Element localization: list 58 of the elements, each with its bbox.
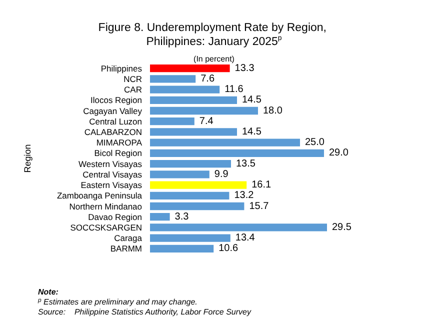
source-note: Source: Philippine Statistics Authority, Labor Force Survey: [38, 308, 252, 316]
bar: [150, 244, 214, 253]
data-label: 7.6: [200, 73, 215, 84]
bar: [150, 64, 230, 72]
data-label: 9.9: [214, 168, 229, 180]
data-label: 29.0: [329, 148, 349, 159]
bar: [150, 96, 237, 104]
bar: [150, 86, 220, 94]
data-label: 13.4: [235, 232, 256, 244]
bar: [150, 170, 210, 178]
y-tick-label: Western Visayas: [78, 158, 142, 169]
data-label: 16.1: [252, 180, 272, 191]
y-tick-label: CALABARZON: [84, 126, 142, 137]
text: Note:: [38, 288, 59, 296]
bar: [150, 75, 196, 83]
y-tick-label: Caraga: [114, 233, 142, 244]
y-tick-label: Zamboanga Peninsula: [56, 190, 142, 201]
bar: [150, 118, 194, 126]
data-label: 7.4: [199, 116, 214, 127]
data-label: 13.5: [236, 158, 256, 170]
bar: [150, 149, 324, 158]
data-label: 13.2: [234, 190, 254, 202]
data-label: 11.6: [224, 84, 244, 96]
y-tick-label: MIMAROPA: [96, 138, 142, 148]
y-tick-label: BARMM: [110, 244, 142, 254]
y-axis-title: Region: [22, 144, 32, 173]
bar: [150, 234, 230, 242]
data-label: 10.6: [218, 243, 238, 254]
y-tick-label: Eastern Visayas: [80, 180, 142, 190]
data-label: 13.3: [234, 62, 255, 74]
y-tick-label: Ilocos Region: [90, 95, 142, 106]
y-tick-label: Central Luzon: [89, 116, 142, 126]
data-label: 29.5: [332, 222, 352, 233]
data-label: 14.5: [242, 94, 262, 106]
bar: [150, 138, 300, 146]
bar: [150, 160, 231, 168]
y-tick-label: Central Visayas: [82, 169, 142, 180]
y-tick-label: NCR: [124, 74, 142, 84]
data-label: 18.0: [263, 105, 283, 116]
y-tick-label: Philippines: [100, 63, 142, 74]
y-tick-label: CAR: [124, 84, 142, 95]
y-tick-label: Bicol Region: [94, 148, 142, 158]
bar: [150, 128, 237, 136]
bar: [150, 192, 230, 200]
data-label: 3.3: [174, 211, 190, 222]
data-label: 25.0: [305, 137, 325, 148]
chart-subtitle: (In percent): [194, 54, 235, 64]
y-tick-label: Davao Region: [88, 212, 142, 222]
bar: [150, 202, 244, 210]
y-tick-label: Cagayan Valley: [83, 106, 143, 116]
y-tick-label: Northern Mindanao: [69, 201, 142, 212]
y-tick-label: SOCCSKSARGEN: [70, 222, 142, 232]
data-label: 15.7: [249, 200, 270, 212]
bar: [150, 213, 170, 221]
bar: [150, 181, 247, 189]
bar: [150, 224, 327, 232]
data-label: 14.5: [242, 126, 262, 138]
bar: [150, 106, 258, 115]
